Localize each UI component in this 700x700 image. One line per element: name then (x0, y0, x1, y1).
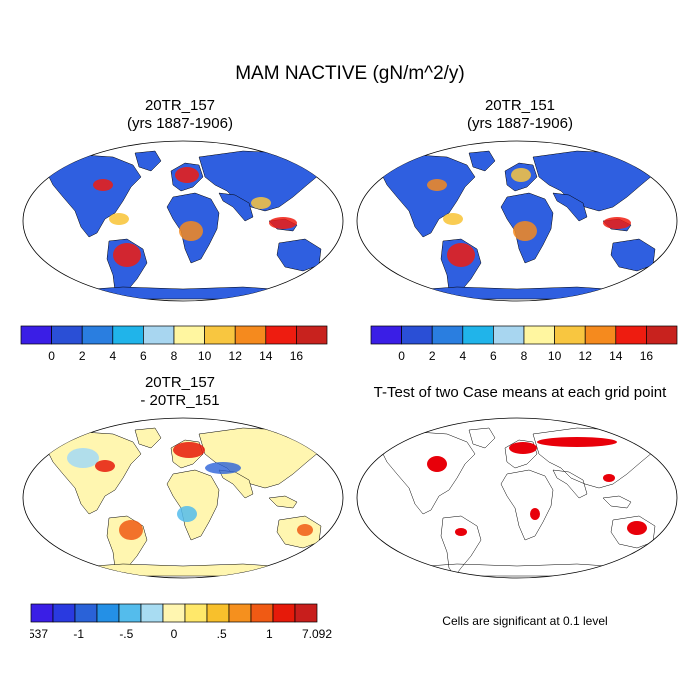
colorbar-difference: -4.537 -1 -.5 0 .5 1 7.092 (30, 603, 332, 641)
colorbar-tick-label: 2 (429, 349, 436, 363)
colorbar-swatch (184, 603, 208, 623)
colorbar-swatch (250, 603, 274, 623)
colorbar-swatch (401, 325, 433, 345)
colorbar-tick-label: 0 (48, 349, 55, 363)
colorbar-swatch (523, 325, 555, 345)
colorbar-swatch (173, 325, 205, 345)
ttest-note: Cells are significant at 0.1 level (442, 614, 608, 628)
colorbar-swatch (51, 325, 83, 345)
map-ttest (356, 417, 678, 579)
colorbar-tick-label: 4 (459, 349, 466, 363)
colorbar-tick-label: 6 (140, 349, 147, 363)
colorbar-tick-label: 14 (259, 349, 273, 363)
panel-title-20tr151: 20TR_151 (yrs 1887-1906) (400, 97, 640, 133)
colorbar-tick-label: 8 (521, 349, 528, 363)
colorbar-tick-label: 16 (290, 349, 304, 363)
colorbar-swatch (143, 325, 175, 345)
panel-title-line1: 20TR_157 (144, 374, 216, 391)
colorbar-tick-label: 10 (198, 349, 212, 363)
colorbar-tick-label: 12 (579, 349, 593, 363)
colorbar-swatch (206, 603, 230, 623)
colorbar-swatch (118, 603, 142, 623)
colorbar-tick-label: 4 (109, 349, 116, 363)
panel-title-line2: - 20TR_151 (140, 392, 220, 409)
colorbar-swatch (294, 603, 318, 623)
colorbar-tick-label: 16 (640, 349, 654, 363)
panel-title-line1: 20TR_157 (144, 97, 216, 114)
colorbar-tick-label: 0 (171, 627, 178, 641)
colorbar-swatch (52, 603, 76, 623)
colorbar-tick-label: 7.092 (302, 627, 332, 641)
colorbar-swatch (140, 603, 164, 623)
panel-title-line1: 20TR_151 (484, 97, 556, 114)
panel-title-ttest: T-Test of two Case means at each grid po… (373, 384, 667, 401)
colorbar-tick-label: 12 (229, 349, 243, 363)
colorbar-tick-label: 8 (171, 349, 178, 363)
colorbar-20tr157: 0 2 4 6 8 10 12 14 16 (20, 325, 328, 363)
colorbar-tick-label: .5 (217, 627, 227, 641)
panel-title-difference: 20TR_157 - 20TR_151 (60, 374, 300, 410)
colorbar-tick-label: 0 (398, 349, 405, 363)
colorbar-swatch (81, 325, 114, 345)
colorbar-tick-label: 10 (548, 349, 562, 363)
colorbar-swatch (30, 603, 54, 623)
colorbar-swatch (615, 325, 647, 345)
colorbar-swatch (646, 325, 678, 345)
colorbar-swatch (74, 603, 98, 623)
colorbar-swatch (96, 603, 120, 623)
colorbar-swatch (265, 325, 297, 345)
figure-title: MAM NACTIVE (gN/m^2/y) (235, 63, 465, 84)
colorbar-swatch (234, 325, 267, 345)
colorbar-tick-label: -1 (73, 627, 84, 641)
colorbar-swatch (493, 325, 525, 345)
colorbar-swatch (272, 603, 296, 623)
colorbar-tick-label: 14 (609, 349, 623, 363)
colorbar-20tr151: 0 2 4 6 8 10 12 14 16 (370, 325, 678, 363)
colorbar-swatch (462, 325, 494, 345)
map-difference (22, 417, 344, 579)
colorbar-swatch (20, 325, 52, 345)
colorbar-tick-label: -4.537 (30, 627, 48, 641)
colorbar-tick-label: 1 (266, 627, 273, 641)
colorbar-swatch (162, 603, 186, 623)
colorbar-swatch (296, 325, 328, 345)
colorbar-swatch (554, 325, 586, 345)
panel-title-line2: (yrs 1887-1906) (127, 115, 233, 132)
colorbar-tick-label: 2 (79, 349, 86, 363)
colorbar-swatch (431, 325, 464, 345)
colorbar-tick-label: 6 (490, 349, 497, 363)
panel-title-20tr157: 20TR_157 (yrs 1887-1906) (60, 97, 300, 133)
map-20tr151 (356, 140, 678, 302)
colorbar-swatch (112, 325, 144, 345)
colorbar-swatch (370, 325, 402, 345)
colorbar-swatch (584, 325, 617, 345)
colorbar-swatch (204, 325, 236, 345)
map-20tr157 (22, 140, 344, 302)
panel-title-line2: (yrs 1887-1906) (467, 115, 573, 132)
colorbar-swatch (228, 603, 252, 623)
colorbar-tick-label: -.5 (119, 627, 133, 641)
